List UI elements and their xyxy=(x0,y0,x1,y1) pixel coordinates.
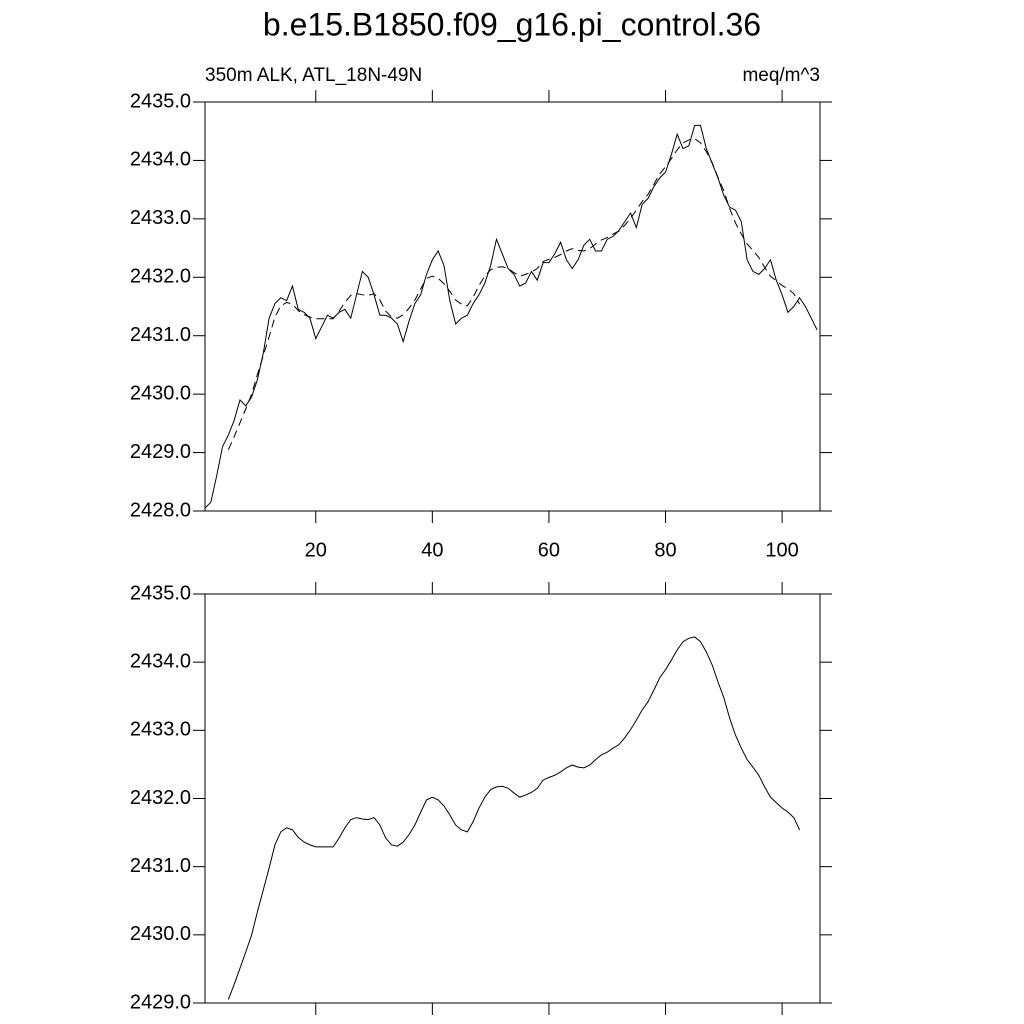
y-tick-label: 2434.0 xyxy=(130,149,191,171)
subtitle-left: 350m ALK, ATL_18N-49N xyxy=(205,65,422,86)
y-tick-label: 2433.0 xyxy=(130,207,191,229)
y-tick-label: 2430.0 xyxy=(130,382,191,404)
subtitle-right: meq/m^3 xyxy=(742,65,820,86)
x-tick-label: 100 xyxy=(765,539,798,561)
data-line xyxy=(204,124,818,509)
x-tick-label: 20 xyxy=(305,539,327,561)
y-tick-label: 2429.0 xyxy=(130,441,191,463)
data-line xyxy=(227,138,801,450)
data-line xyxy=(227,636,801,1000)
y-tick-label: 2429.0 xyxy=(130,991,191,1013)
chart-title: b.e15.B1850.f09_g16.pi_control.36 xyxy=(263,6,761,42)
y-tick-label: 2432.0 xyxy=(130,266,191,288)
y-tick-label: 2435.0 xyxy=(130,582,191,604)
y-tick-label: 2428.0 xyxy=(130,499,191,521)
y-tick-label: 2434.0 xyxy=(130,650,191,672)
x-tick-label: 40 xyxy=(421,539,443,561)
y-tick-label: 2433.0 xyxy=(130,719,191,741)
y-tick-label: 2431.0 xyxy=(130,324,191,346)
y-tick-label: 2431.0 xyxy=(130,855,191,877)
plot-frame xyxy=(204,101,821,512)
y-tick-label: 2432.0 xyxy=(130,787,191,809)
x-tick-label: 80 xyxy=(654,539,676,561)
y-tick-label: 2435.0 xyxy=(130,90,191,112)
plot-frame xyxy=(204,593,821,1004)
x-tick-label: 60 xyxy=(538,539,560,561)
y-tick-label: 2430.0 xyxy=(130,923,191,945)
